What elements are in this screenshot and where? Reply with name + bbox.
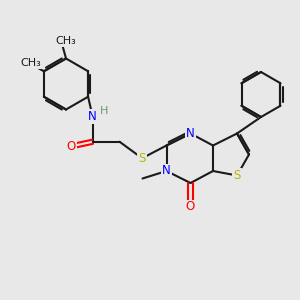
Text: CH₃: CH₃ [56,36,76,46]
Text: S: S [138,152,146,165]
Text: N: N [186,127,195,140]
Text: S: S [138,152,146,165]
Text: CH₃: CH₃ [20,58,41,68]
Text: O: O [186,200,195,214]
Text: N: N [88,110,96,123]
Text: O: O [66,140,76,153]
Text: H: H [100,106,108,116]
Text: S: S [233,169,241,182]
Text: N: N [162,164,171,178]
